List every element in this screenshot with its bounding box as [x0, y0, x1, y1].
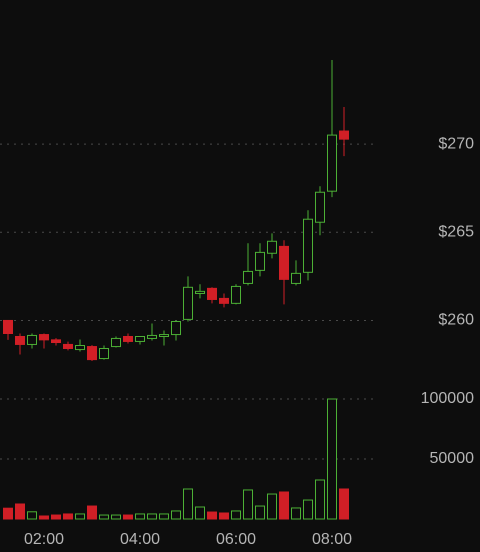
x-tick-label: 08:00: [312, 531, 352, 548]
candle-body: [99, 347, 109, 360]
y2-tick-label: 50000: [430, 450, 475, 467]
candle-body: [135, 336, 145, 342]
candle-body: [327, 134, 337, 192]
y2-tick-label: 100000: [421, 390, 474, 407]
volume-bar: [243, 489, 253, 520]
volume-bar: [303, 499, 313, 520]
volume-bar: [75, 513, 85, 520]
candle-body: [219, 297, 229, 304]
candle-body: [27, 334, 37, 345]
volume-bar: [267, 493, 277, 520]
volume-bar: [3, 507, 13, 520]
candle-body: [171, 321, 181, 336]
candle-body: [183, 286, 193, 320]
candle-body: [339, 130, 349, 140]
candle-body: [51, 339, 61, 344]
volume-bar: [171, 510, 181, 520]
volume-bar: [39, 515, 49, 520]
volume-bar: [87, 505, 97, 520]
candle-body: [315, 191, 325, 223]
candle-body: [111, 337, 121, 348]
candle-body: [279, 245, 289, 280]
candle-body: [75, 344, 85, 351]
volume-bar: [147, 513, 157, 520]
volume-bar: [231, 510, 241, 520]
candle-body: [303, 218, 313, 273]
volume-bar: [219, 512, 229, 520]
candle-body: [63, 343, 73, 349]
volume-bar: [315, 479, 325, 520]
x-tick-label: 06:00: [216, 531, 256, 548]
y-tick-label: $260: [438, 312, 474, 329]
volume-bar: [291, 507, 301, 520]
y-tick-label: $270: [438, 135, 474, 152]
volume-bar: [183, 488, 193, 520]
volume-bar: [327, 398, 337, 520]
volume-bar: [51, 514, 61, 520]
x-tick-label: 02:00: [24, 531, 64, 548]
candle-body: [15, 336, 25, 345]
volume-bar: [123, 514, 133, 520]
volume-bar: [279, 491, 289, 520]
volume-bar: [207, 511, 217, 520]
volume-bar: [195, 506, 205, 520]
candle-body: [207, 287, 217, 300]
volume-bar: [15, 503, 25, 520]
candle-body: [243, 270, 253, 284]
candle-body: [39, 334, 49, 341]
candle-body: [267, 240, 277, 254]
candle-body: [147, 334, 157, 339]
candle-body: [255, 251, 265, 271]
volume-bar: [63, 513, 73, 520]
y-tick-label: $265: [438, 223, 474, 240]
candle-body: [123, 336, 133, 342]
volume-bar: [99, 514, 109, 520]
candle-body: [195, 290, 205, 294]
volume-bar: [159, 513, 169, 520]
volume-bar: [255, 505, 265, 520]
candle-body: [87, 346, 97, 361]
volume-bar: [27, 511, 37, 520]
candle-body: [231, 285, 241, 304]
candle-body: [291, 272, 301, 284]
volume-bar: [111, 514, 121, 520]
candle-body: [3, 319, 13, 335]
volume-bar: [339, 488, 349, 520]
candle-body: [159, 334, 169, 338]
volume-bar: [135, 513, 145, 520]
x-tick-label: 04:00: [120, 531, 160, 548]
